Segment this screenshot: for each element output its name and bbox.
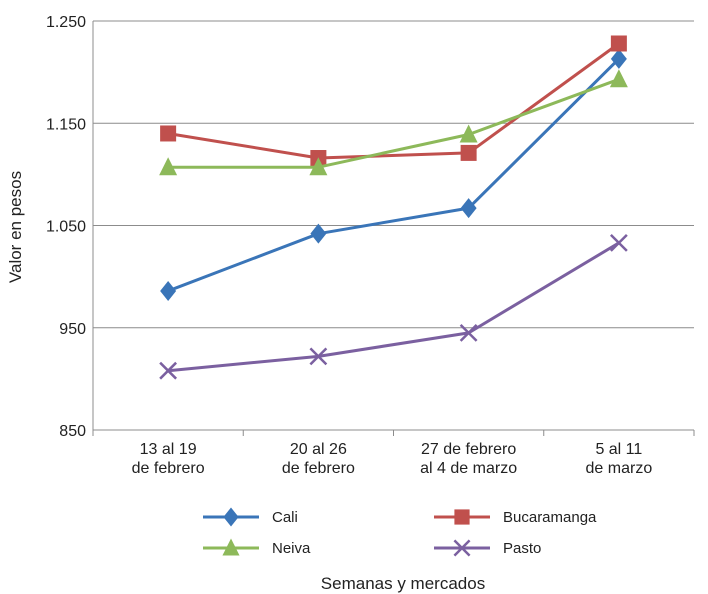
legend-item-cali: Cali (203, 507, 298, 527)
x-tick-label: 27 de febrero al 4 de marzo (420, 441, 517, 477)
legend-marker-diamond (223, 507, 239, 527)
data-point-pasto (609, 233, 628, 252)
x-tick-label: 13 al 19 de febrero (132, 441, 205, 477)
data-point-cali (310, 223, 327, 244)
legend-marker-x (453, 539, 471, 557)
data-point-neiva (309, 157, 328, 176)
data-point-pasto (159, 361, 178, 380)
legend-item-neiva: Neiva (203, 538, 311, 557)
legend-label: Bucaramanga (503, 509, 597, 526)
series-cali (160, 48, 627, 301)
data-point-bucaramanga (460, 144, 477, 161)
series-neiva (159, 69, 628, 176)
y-axis-title: Valor en pesos (6, 171, 25, 283)
series-layer (159, 35, 628, 380)
y-tick-label: 1.050 (46, 219, 86, 236)
legend-marker-triangle (222, 538, 240, 556)
x-tick-label: 5 al 11 de marzo (586, 441, 653, 477)
legend-label: Cali (272, 509, 298, 526)
y-tick-label: 1.150 (46, 116, 86, 133)
x-axis: 13 al 19 de febrero 20 al 26 de febrero 27 d… (92, 430, 695, 477)
legend-item-pasto: Pasto (434, 539, 541, 557)
legend: Cali Bucaramanga Neiva Pasto (203, 507, 597, 557)
data-point-pasto (309, 347, 328, 366)
data-point-cali (460, 198, 477, 219)
data-point-pasto (459, 323, 478, 342)
y-tick-label: 950 (59, 321, 86, 338)
legend-label: Pasto (503, 540, 541, 557)
data-point-bucaramanga (610, 35, 627, 52)
data-point-neiva (609, 69, 628, 88)
y-axis: 850 950 1.050 1.150 1.250 (46, 14, 94, 440)
y-tick-label: 1.250 (46, 14, 86, 31)
series-pasto (159, 233, 628, 380)
series-line-cali (167, 57, 620, 293)
series-line-neiva (168, 77, 620, 169)
series-line-pasto (167, 241, 620, 373)
x-tick-label: 20 al 26 de febrero (282, 441, 355, 477)
legend-item-bucaramanga: Bucaramanga (434, 509, 597, 526)
x-axis-title: Semanas y mercados (321, 574, 485, 593)
gridlines (93, 20, 694, 431)
data-point-neiva (459, 124, 478, 143)
data-point-cali (610, 48, 627, 69)
data-point-neiva (159, 157, 178, 176)
data-point-cali (160, 280, 177, 301)
legend-marker-square (454, 509, 470, 525)
legend-label: Neiva (272, 540, 311, 557)
y-tick-label: 850 (59, 423, 86, 440)
series-line-bucaramanga (167, 42, 620, 160)
data-point-bucaramanga (160, 125, 177, 142)
